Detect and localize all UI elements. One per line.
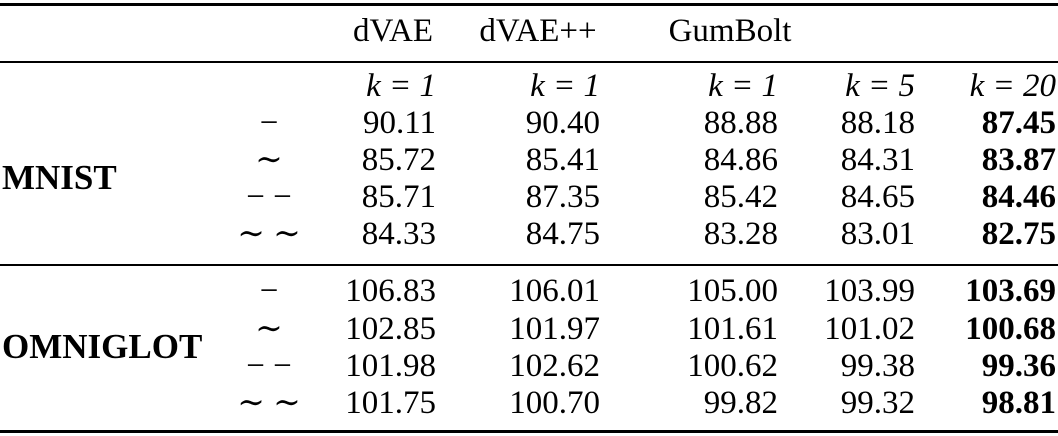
row-symbol: ∼: [255, 142, 283, 178]
bottom-rule: [0, 430, 1058, 433]
table-cell: 106.01: [509, 273, 600, 309]
table-cell: 84.31: [840, 142, 915, 178]
table-cell-best: 83.87: [981, 142, 1056, 178]
table-cell: 106.83: [345, 273, 436, 309]
table-cell: 85.41: [525, 142, 600, 178]
table-cell: 101.97: [509, 311, 600, 347]
table-cell-best: 84.46: [981, 179, 1056, 215]
table-cell: 100.70: [509, 385, 600, 421]
row-symbol: − −: [246, 179, 292, 215]
table-cell: 101.61: [687, 311, 778, 347]
table-cell: 83.01: [840, 216, 915, 252]
k-label-dvae: k = 1: [366, 68, 436, 104]
header-rule: [0, 61, 1058, 63]
table-cell: 90.40: [525, 105, 600, 141]
table-cell-best: 82.75: [981, 216, 1056, 252]
table-cell: 83.28: [703, 216, 778, 252]
table-cell: 99.82: [703, 385, 778, 421]
table-cell: 100.62: [687, 348, 778, 384]
table-cell: 88.18: [840, 105, 915, 141]
row-symbol: ∼ ∼: [237, 385, 301, 421]
top-rule: [0, 3, 1058, 6]
header-gumbolt: GumBolt: [668, 13, 792, 49]
table-cell: 84.86: [703, 142, 778, 178]
dataset-label-omniglot: OMNIGLOT: [2, 327, 203, 366]
k-label-gumbolt-1: k = 1: [708, 68, 778, 104]
table-cell: 101.75: [345, 385, 436, 421]
header-dvae: dVAE: [352, 13, 434, 49]
table-cell: 102.85: [345, 311, 436, 347]
row-symbol: −: [259, 105, 279, 141]
table-cell: 99.38: [840, 348, 915, 384]
table-cell: 85.42: [703, 179, 778, 215]
table-cell: 84.65: [840, 179, 915, 215]
row-symbol: − −: [246, 348, 292, 384]
k-label-dvaepp: k = 1: [530, 68, 600, 104]
row-symbol: −: [259, 273, 279, 309]
table-cell: 103.99: [824, 273, 915, 309]
group-rule: [0, 264, 1058, 266]
table-cell: 88.88: [703, 105, 778, 141]
table-cell: 99.32: [840, 385, 915, 421]
row-symbol: ∼ ∼: [237, 216, 301, 252]
dataset-label-mnist: MNIST: [2, 158, 117, 197]
table-cell-best: 98.81: [981, 385, 1056, 421]
table-cell: 101.02: [824, 311, 915, 347]
table-cell: 84.75: [525, 216, 600, 252]
k-label-gumbolt-20: k = 20: [969, 68, 1056, 104]
table-cell: 84.33: [361, 216, 436, 252]
table-cell: 87.35: [525, 179, 600, 215]
table-cell-best: 103.69: [965, 273, 1056, 309]
header-dvaepp: dVAE++: [479, 13, 597, 49]
k-label-gumbolt-5: k = 5: [845, 68, 915, 104]
table-cell-best: 99.36: [981, 348, 1056, 384]
table-cell: 105.00: [687, 273, 778, 309]
table-cell: 85.72: [361, 142, 436, 178]
table-cell: 85.71: [361, 179, 436, 215]
table-cell-best: 87.45: [981, 105, 1056, 141]
table-cell-best: 100.68: [965, 311, 1056, 347]
table-cell: 102.62: [509, 348, 600, 384]
table-cell: 90.11: [362, 105, 436, 141]
row-symbol: ∼: [255, 311, 283, 347]
table-cell: 101.98: [345, 348, 436, 384]
